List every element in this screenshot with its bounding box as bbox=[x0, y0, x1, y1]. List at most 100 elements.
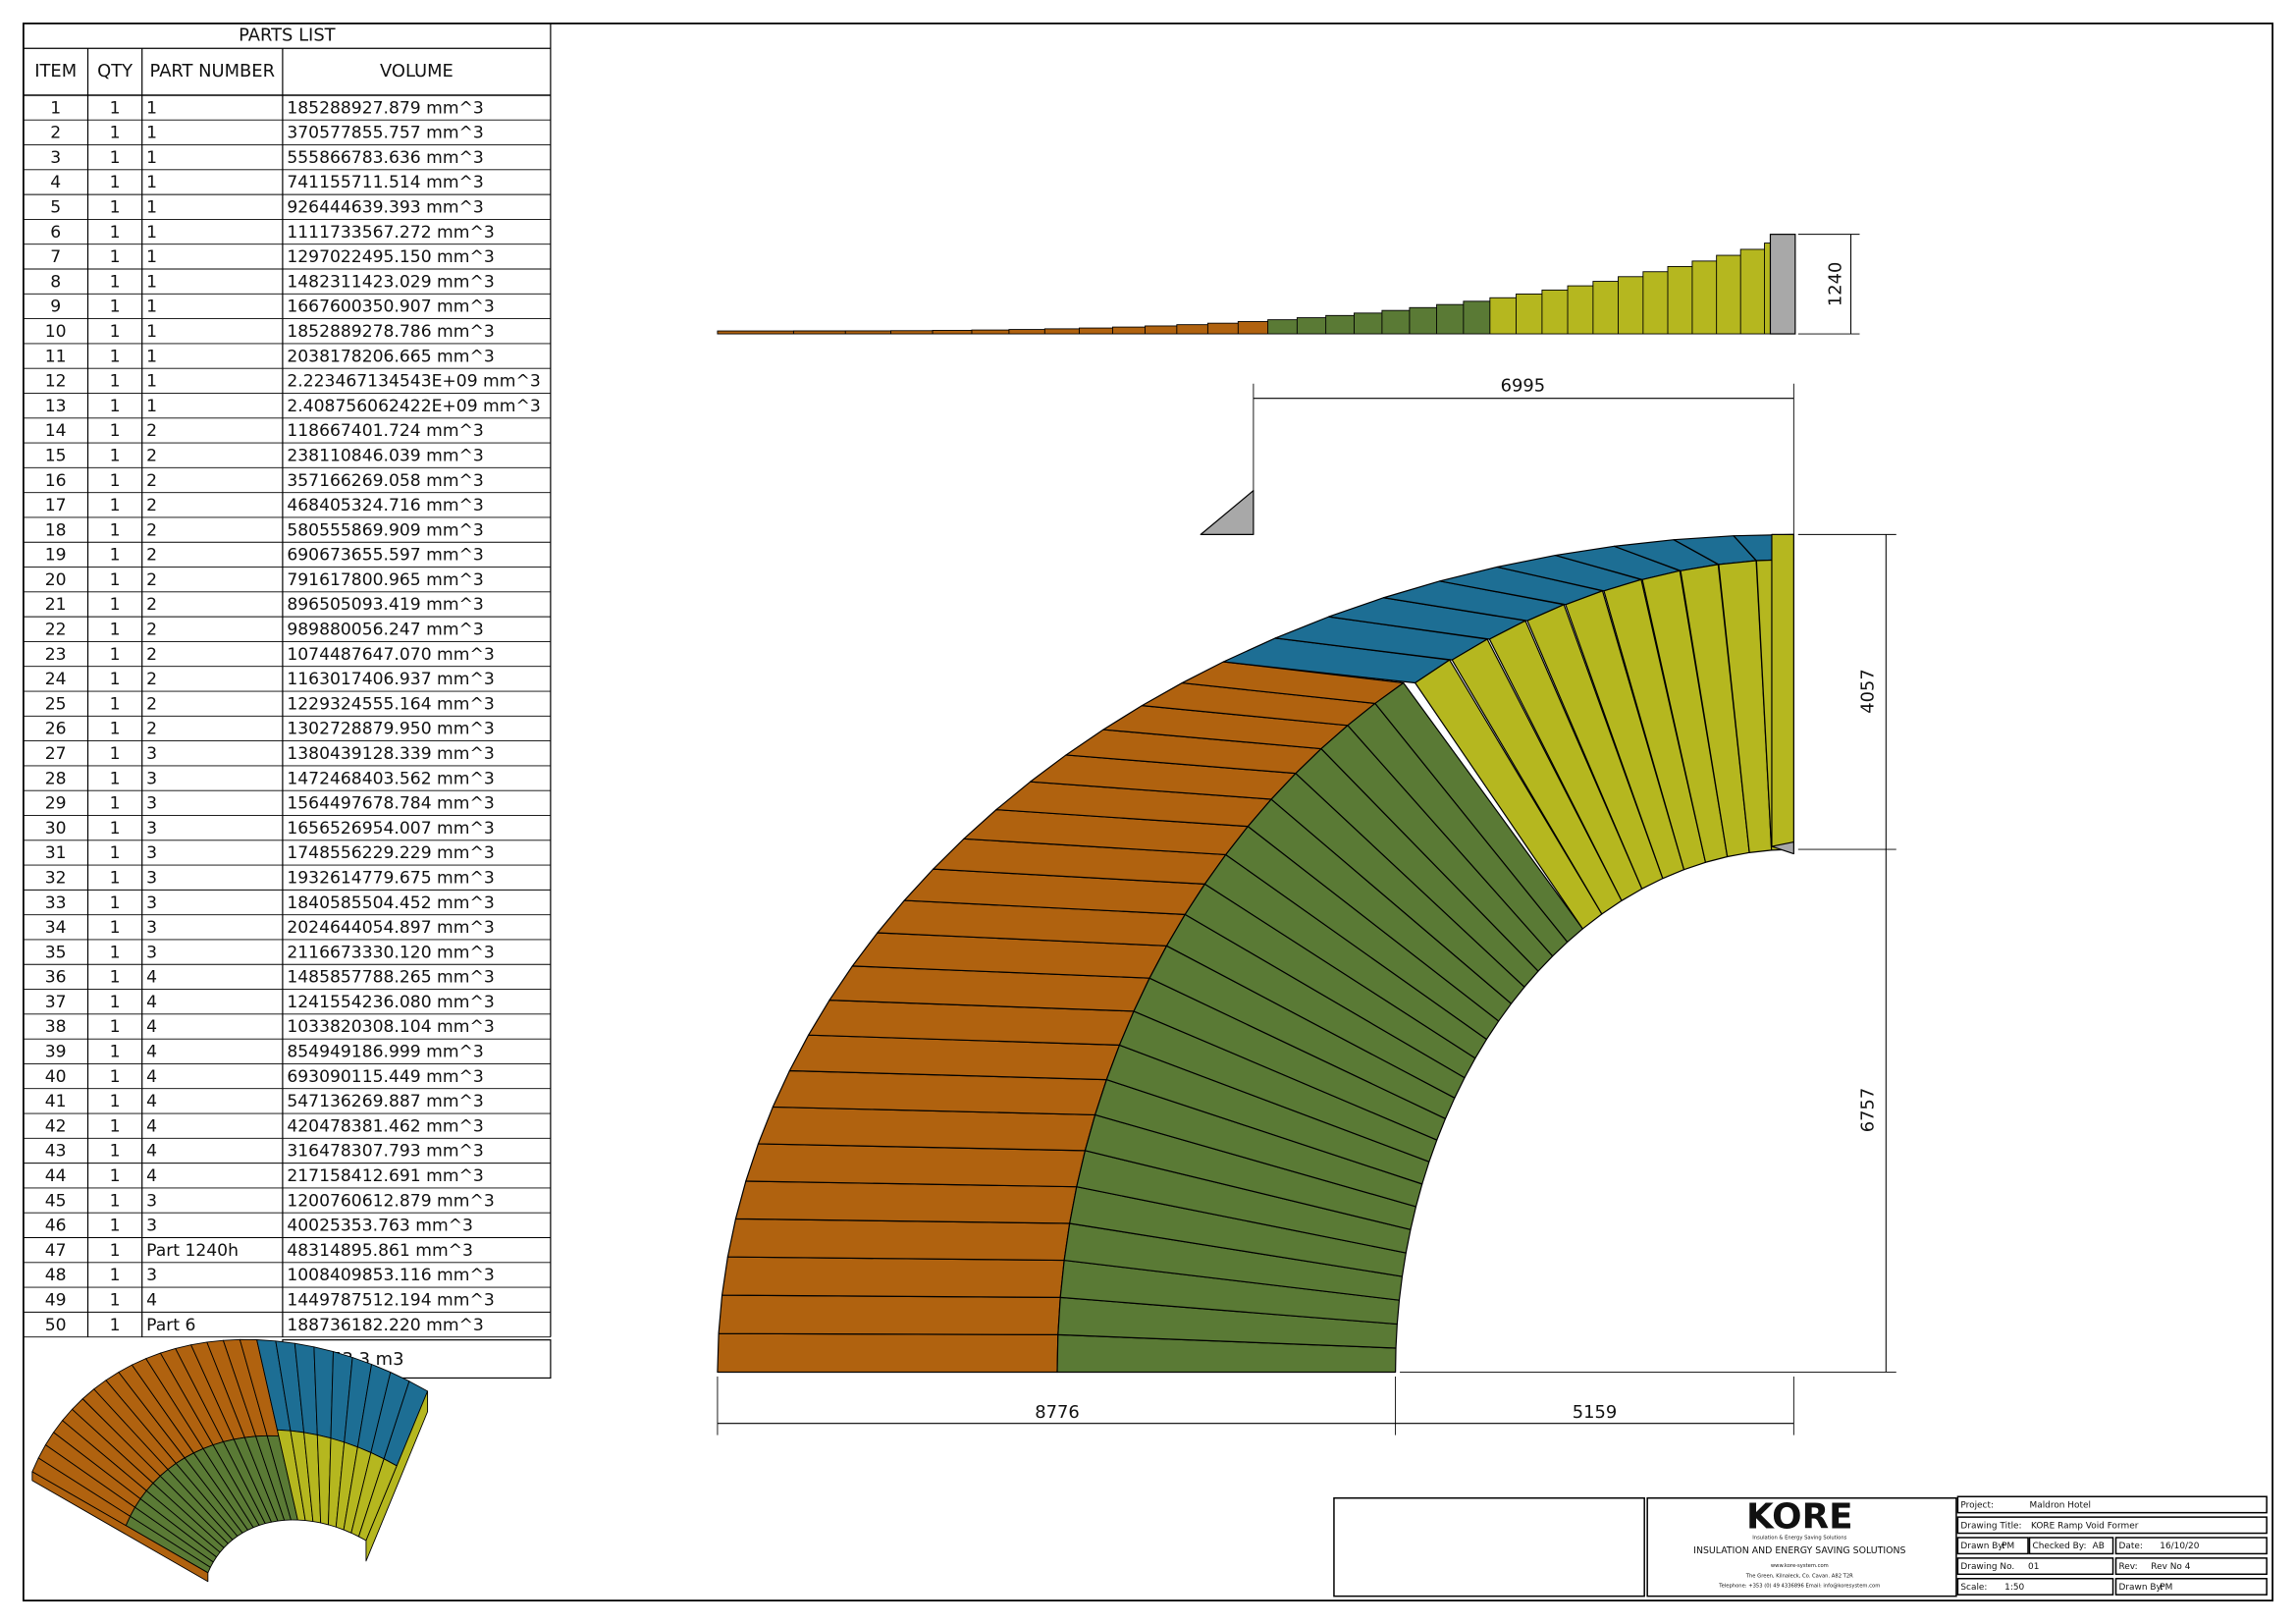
qty-cell: 1 bbox=[110, 943, 121, 962]
part-number-cell: 3 bbox=[146, 893, 157, 913]
volume-cell: 420478381.462 mm^3 bbox=[287, 1116, 483, 1136]
part-number-cell: 3 bbox=[146, 769, 157, 788]
qty-cell: 1 bbox=[110, 1241, 121, 1261]
qty-cell: 1 bbox=[110, 769, 121, 788]
part-number-cell: 3 bbox=[146, 843, 157, 863]
volume-cell: 690673655.597 mm^3 bbox=[287, 546, 483, 566]
part-number-cell: 2 bbox=[146, 645, 157, 665]
part-number-cell: 4 bbox=[146, 1166, 157, 1186]
part-number-cell: 3 bbox=[146, 918, 157, 938]
outer-segment bbox=[721, 1256, 1065, 1299]
volume-cell: 1033820308.104 mm^3 bbox=[287, 1017, 494, 1037]
field-label: Project: bbox=[1960, 1500, 1994, 1510]
part-number-cell: 1 bbox=[146, 173, 157, 192]
qty-cell: 1 bbox=[110, 546, 121, 566]
item-cell: 25 bbox=[45, 694, 67, 714]
item-cell: 40 bbox=[45, 1067, 67, 1087]
qty-cell: 1 bbox=[110, 868, 121, 888]
logo-box bbox=[1646, 1496, 1957, 1597]
item-cell: 36 bbox=[45, 968, 67, 988]
qty-cell: 1 bbox=[110, 720, 121, 739]
field-value: 1:50 bbox=[2004, 1583, 2024, 1593]
dimension-label: 8776 bbox=[1035, 1402, 1080, 1423]
part-number-cell: 2 bbox=[146, 595, 157, 615]
dimension-label: 6757 bbox=[1857, 1088, 1878, 1132]
volume-cell: 854949186.999 mm^3 bbox=[287, 1043, 483, 1062]
qty-cell: 1 bbox=[110, 272, 121, 292]
part-number-cell: 3 bbox=[146, 794, 157, 814]
qty-cell: 1 bbox=[110, 446, 121, 465]
qty-cell: 1 bbox=[110, 496, 121, 515]
item-cell: 45 bbox=[45, 1191, 67, 1211]
outer-segment bbox=[745, 1143, 1087, 1188]
qty-cell: 1 bbox=[110, 247, 121, 267]
field-label: Drawn By: bbox=[2119, 1583, 2164, 1593]
qty-cell: 1 bbox=[110, 223, 121, 243]
volume-cell: 1472468403.562 mm^3 bbox=[287, 769, 494, 788]
item-cell: 16 bbox=[45, 471, 67, 491]
qty-cell: 1 bbox=[110, 98, 121, 118]
qty-cell: 1 bbox=[110, 1166, 121, 1186]
field-box bbox=[2028, 1537, 2114, 1555]
part-number-cell: 3 bbox=[146, 1191, 157, 1211]
part-number-cell: 2 bbox=[146, 570, 157, 590]
part-number-cell: 1 bbox=[146, 397, 157, 416]
qty-cell: 1 bbox=[110, 1217, 121, 1236]
volume-cell: 2038178206.665 mm^3 bbox=[287, 347, 494, 366]
qty-cell: 1 bbox=[110, 694, 121, 714]
part-number-cell: 4 bbox=[146, 993, 157, 1012]
item-cell: 48 bbox=[45, 1266, 67, 1285]
part-number-cell: 1 bbox=[146, 223, 157, 243]
field-label: Rev: bbox=[2119, 1562, 2138, 1572]
elevation-cap bbox=[1769, 234, 1796, 335]
volume-cell: 1748556229.229 mm^3 bbox=[287, 843, 494, 863]
volume-cell: 2.223467134543E+09 mm^3 bbox=[287, 372, 540, 392]
item-cell: 37 bbox=[45, 993, 67, 1012]
item-cell: 19 bbox=[45, 546, 67, 566]
volume-cell: 40025353.763 mm^3 bbox=[287, 1217, 473, 1236]
logo-contact: Telephone: +353 (0) 49 4336896 Email: in… bbox=[1718, 1584, 1880, 1590]
part-number-cell: 3 bbox=[146, 1266, 157, 1285]
item-cell: 27 bbox=[45, 744, 67, 764]
qty-cell: 1 bbox=[110, 1017, 121, 1037]
elevation-strip bbox=[1764, 243, 1771, 335]
end-cap bbox=[1771, 840, 1794, 855]
field-box bbox=[1956, 1578, 2114, 1596]
part-number-cell: 4 bbox=[146, 1017, 157, 1037]
logo-tagline: Insulation & Energy Saving Solutions bbox=[1752, 1536, 1846, 1542]
part-number-cell: 2 bbox=[146, 720, 157, 739]
volume-cell: 357166269.058 mm^3 bbox=[287, 471, 483, 491]
part-number-cell: 1 bbox=[146, 347, 157, 366]
volume-cell: 1229324555.164 mm^3 bbox=[287, 694, 494, 714]
column-header: VOLUME bbox=[380, 61, 454, 81]
dimension-label: 6995 bbox=[1501, 376, 1546, 397]
field-box bbox=[1956, 1516, 2268, 1535]
item-cell: 39 bbox=[45, 1043, 67, 1062]
part-number-cell: 2 bbox=[146, 621, 157, 640]
part-number-cell: 1 bbox=[146, 98, 157, 118]
qty-cell: 1 bbox=[110, 1043, 121, 1062]
volume-cell: 989880056.247 mm^3 bbox=[287, 621, 483, 640]
item-cell: 17 bbox=[45, 496, 67, 515]
part-number-cell: 2 bbox=[146, 694, 157, 714]
volume-cell: 1008409853.116 mm^3 bbox=[287, 1266, 494, 1285]
volume-cell: 1667600350.907 mm^3 bbox=[287, 298, 494, 317]
part-number-cell: 1 bbox=[146, 148, 157, 168]
field-value: 16/10/20 bbox=[2160, 1542, 2199, 1551]
qty-cell: 1 bbox=[110, 471, 121, 491]
volume-cell: 2116673330.120 mm^3 bbox=[287, 943, 494, 962]
volume-cell: 580555869.909 mm^3 bbox=[287, 520, 483, 540]
outer-segment bbox=[726, 1218, 1071, 1262]
qty-cell: 1 bbox=[110, 347, 121, 366]
qty-cell: 1 bbox=[110, 397, 121, 416]
iso-end bbox=[31, 1471, 209, 1583]
part-number-cell: 4 bbox=[146, 1290, 157, 1310]
item-cell: 31 bbox=[45, 843, 67, 863]
volume-cell: 791617800.965 mm^3 bbox=[287, 570, 483, 590]
part-number-cell: 2 bbox=[146, 670, 157, 689]
item-cell: 32 bbox=[45, 868, 67, 888]
column-header: QTY bbox=[97, 61, 133, 81]
logo-website: www.kore-system.com bbox=[1771, 1563, 1829, 1569]
